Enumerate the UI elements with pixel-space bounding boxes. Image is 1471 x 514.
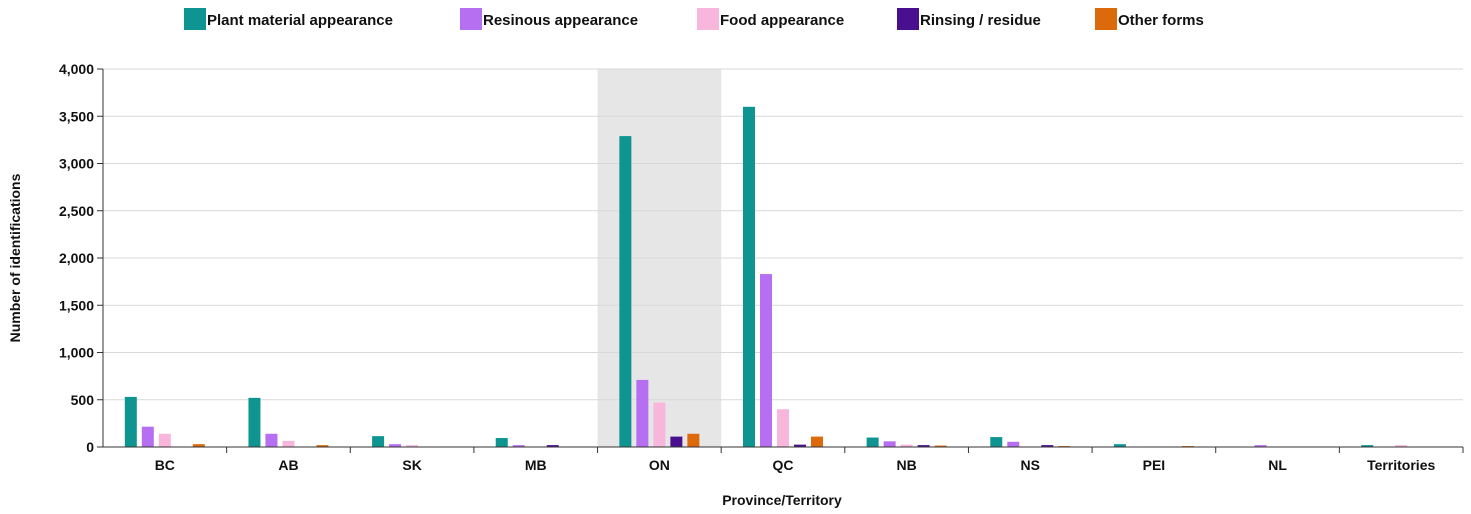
- gridlines: [103, 68, 1463, 401]
- bar-ab-other-forms: [316, 445, 329, 447]
- bar-ab-resinous-appearance: [265, 433, 278, 447]
- bar-on-rinsing-residue: [670, 436, 683, 447]
- bar-qc-rinsing-residue: [794, 444, 806, 447]
- y-axis-title: Number of identifications: [7, 173, 23, 342]
- bar-bc-plant-material-appearance: [124, 396, 137, 447]
- legend: Plant material appearance Resinous appear…: [184, 8, 1204, 30]
- y-tick-label: 1,500: [59, 297, 94, 313]
- bar-mb-resinous-appearance: [512, 445, 525, 447]
- bar-sk-food-appearance: [406, 445, 419, 447]
- legend-label: Rinsing / residue: [920, 12, 1041, 29]
- bar-on-other-forms: [687, 433, 700, 447]
- axes: 0 500 1,000 1,500 2,000 2,500 3,000 3,500 4,000 B…: [59, 61, 1464, 473]
- legend-label: Other forms: [1118, 12, 1204, 29]
- x-tick-label: MB: [525, 457, 547, 473]
- bar-territories-food-appearance: [1395, 445, 1408, 447]
- bar-territories-plant-material-appearance: [1361, 445, 1374, 447]
- bar-qc-other-forms: [811, 436, 823, 447]
- bar-ns-resinous-appearance: [1007, 441, 1020, 447]
- legend-swatch: [897, 8, 919, 30]
- legend-swatch: [1095, 8, 1117, 30]
- bar-sk-plant-material-appearance: [372, 436, 385, 447]
- bar-ns-plant-material-appearance: [990, 437, 1003, 447]
- x-tick-label: NL: [1268, 457, 1287, 473]
- bar-sk-resinous-appearance: [389, 444, 402, 447]
- legend-swatch: [460, 8, 482, 30]
- x-tick-label: AB: [278, 457, 298, 473]
- bar-mb-rinsing-residue: [546, 445, 559, 447]
- bar-nb-food-appearance: [900, 444, 913, 447]
- y-tick-label: 3,000: [59, 156, 94, 172]
- bar-nl-resinous-appearance: [1254, 445, 1267, 447]
- bar-on-resinous-appearance: [636, 379, 649, 447]
- bar-pei-plant-material-appearance: [1113, 444, 1126, 447]
- bars: [124, 106, 1408, 448]
- x-tick-label: QC: [773, 457, 794, 473]
- x-tick-label: PEI: [1143, 457, 1166, 473]
- x-tick-label: NB: [897, 457, 917, 473]
- x-axis-title: Province/Territory: [722, 492, 842, 508]
- y-tick-label: 4,000: [59, 61, 94, 77]
- x-tick-label: Territories: [1367, 457, 1435, 473]
- bar-nb-other-forms: [934, 445, 947, 447]
- bar-qc-food-appearance: [777, 409, 789, 447]
- y-tick-label: 1,000: [59, 345, 94, 361]
- bar-ab-plant-material-appearance: [248, 397, 261, 447]
- bar-nb-resinous-appearance: [883, 441, 896, 447]
- bar-nb-rinsing-residue: [917, 445, 930, 447]
- x-tick-label: ON: [649, 457, 670, 473]
- y-tick-label: 3,500: [59, 108, 94, 124]
- legend-label: Resinous appearance: [483, 12, 638, 29]
- bar-nb-plant-material-appearance: [866, 437, 879, 447]
- legend-swatch: [184, 8, 206, 30]
- bar-mb-plant-material-appearance: [495, 438, 508, 447]
- y-tick-label: 2,500: [59, 203, 94, 219]
- x-tick-label: BC: [155, 457, 175, 473]
- bar-on-food-appearance: [653, 402, 666, 447]
- legend-swatch: [697, 8, 719, 30]
- legend-label: Food appearance: [720, 12, 844, 29]
- legend-label: Plant material appearance: [207, 12, 393, 29]
- y-tick-label: 500: [71, 392, 95, 408]
- bar-bc-resinous-appearance: [141, 426, 154, 447]
- bar-ns-rinsing-residue: [1041, 445, 1054, 447]
- bar-bc-food-appearance: [158, 433, 171, 447]
- x-tick-label: SK: [402, 457, 421, 473]
- y-tick-label: 0: [86, 439, 94, 455]
- bar-on-plant-material-appearance: [619, 136, 632, 447]
- y-tick-label: 2,000: [59, 250, 94, 266]
- x-tick-label: NS: [1021, 457, 1040, 473]
- bar-ab-food-appearance: [282, 440, 295, 447]
- bar-qc-resinous-appearance: [760, 274, 772, 447]
- bar-qc-plant-material-appearance: [743, 106, 755, 448]
- bar-bc-other-forms: [192, 444, 205, 447]
